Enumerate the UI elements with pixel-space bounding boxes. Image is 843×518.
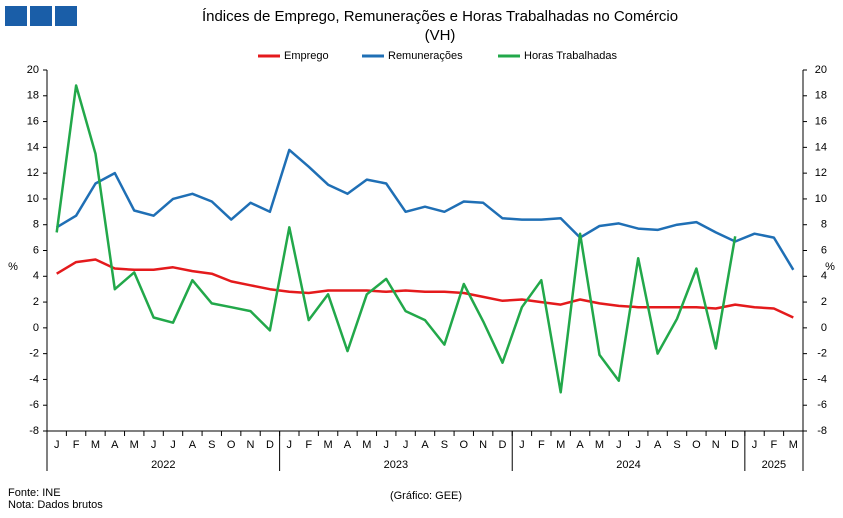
x-tick-label: D — [731, 439, 739, 451]
x-tick-label: J — [635, 439, 641, 451]
y-tick-label: 18 — [27, 90, 39, 102]
credit: (Gráfico: GEE) — [390, 490, 462, 502]
year-label: 2022 — [151, 459, 175, 471]
y2-tick-label: -4 — [817, 373, 827, 385]
x-tick-label: M — [362, 439, 371, 451]
x-tick-label: S — [441, 439, 448, 451]
series-line — [56, 258, 794, 319]
chart-subtitle: (VH) — [425, 27, 456, 44]
x-tick-label: F — [73, 439, 80, 451]
y2-tick-label: -6 — [817, 399, 827, 411]
x-tick-label: J — [403, 439, 409, 451]
y2-tick-label: 0 — [821, 322, 827, 334]
y-axis-label: % — [8, 261, 18, 273]
x-tick-label: J — [519, 439, 525, 451]
y-tick-label: -2 — [29, 348, 39, 360]
x-tick-label: D — [499, 439, 507, 451]
series-line — [56, 148, 795, 271]
y-tick-label: -6 — [29, 399, 39, 411]
x-tick-label: A — [421, 439, 429, 451]
series-line — [55, 84, 737, 394]
y2-tick-label: 2 — [821, 296, 827, 308]
x-tick-label: O — [227, 439, 236, 451]
y2-tick-label: 6 — [821, 244, 827, 256]
x-tick-label: A — [576, 439, 584, 451]
y-tick-label: -8 — [29, 425, 39, 437]
y-tick-label: 20 — [27, 64, 39, 76]
year-label: 2025 — [762, 459, 786, 471]
x-tick-label: M — [91, 439, 100, 451]
x-tick-label: A — [189, 439, 197, 451]
note: Nota: Dados brutos — [8, 499, 103, 511]
x-tick-label: J — [151, 439, 157, 451]
y-tick-label: 6 — [33, 244, 39, 256]
x-tick-label: F — [538, 439, 545, 451]
x-tick-label: F — [771, 439, 778, 451]
x-tick-label: A — [654, 439, 662, 451]
x-tick-label: M — [556, 439, 565, 451]
y-tick-label: 8 — [33, 219, 39, 231]
x-tick-label: J — [170, 439, 176, 451]
y-tick-label: 14 — [27, 141, 39, 153]
x-tick-label: N — [712, 439, 720, 451]
legend-label: Emprego — [284, 50, 329, 62]
y2-tick-label: 12 — [815, 167, 827, 179]
logo-block — [5, 6, 27, 26]
y2-tick-label: 8 — [821, 219, 827, 231]
logo-block — [55, 6, 77, 26]
x-tick-label: J — [616, 439, 622, 451]
y2-axis-label: % — [825, 261, 835, 273]
x-tick-label: M — [130, 439, 139, 451]
x-tick-label: M — [595, 439, 604, 451]
x-tick-label: O — [459, 439, 468, 451]
x-tick-label: A — [344, 439, 352, 451]
x-tick-label: D — [266, 439, 274, 451]
x-tick-label: J — [383, 439, 389, 451]
x-tick-label: O — [692, 439, 701, 451]
x-tick-label: A — [111, 439, 119, 451]
y2-tick-label: 14 — [815, 141, 827, 153]
x-tick-label: N — [247, 439, 255, 451]
y-tick-label: 4 — [33, 270, 39, 282]
y2-tick-label: 4 — [821, 270, 827, 282]
y-tick-label: 2 — [33, 296, 39, 308]
chart-title: Índices de Emprego, Remunerações e Horas… — [202, 8, 678, 25]
y2-tick-label: 10 — [815, 193, 827, 205]
x-tick-label: S — [673, 439, 680, 451]
y-tick-label: -4 — [29, 373, 39, 385]
source: Fonte: INE — [8, 487, 61, 499]
y-tick-label: 12 — [27, 167, 39, 179]
x-tick-label: S — [208, 439, 215, 451]
y2-tick-label: 18 — [815, 90, 827, 102]
y2-tick-label: -2 — [817, 348, 827, 360]
y2-tick-label: 20 — [815, 64, 827, 76]
legend-label: Remunerações — [388, 50, 463, 62]
x-tick-label: J — [54, 439, 60, 451]
y-tick-label: 0 — [33, 322, 39, 334]
y2-tick-label: -8 — [817, 425, 827, 437]
legend-label: Horas Trabalhadas — [524, 50, 617, 62]
x-tick-label: J — [287, 439, 293, 451]
x-tick-label: N — [479, 439, 487, 451]
x-tick-label: F — [305, 439, 312, 451]
y-tick-label: 10 — [27, 193, 39, 205]
x-tick-label: J — [752, 439, 758, 451]
x-tick-label: M — [789, 439, 798, 451]
year-label: 2024 — [616, 459, 640, 471]
year-label: 2023 — [384, 459, 408, 471]
logo-block — [30, 6, 52, 26]
y-tick-label: 16 — [27, 115, 39, 127]
y2-tick-label: 16 — [815, 115, 827, 127]
x-tick-label: M — [323, 439, 332, 451]
